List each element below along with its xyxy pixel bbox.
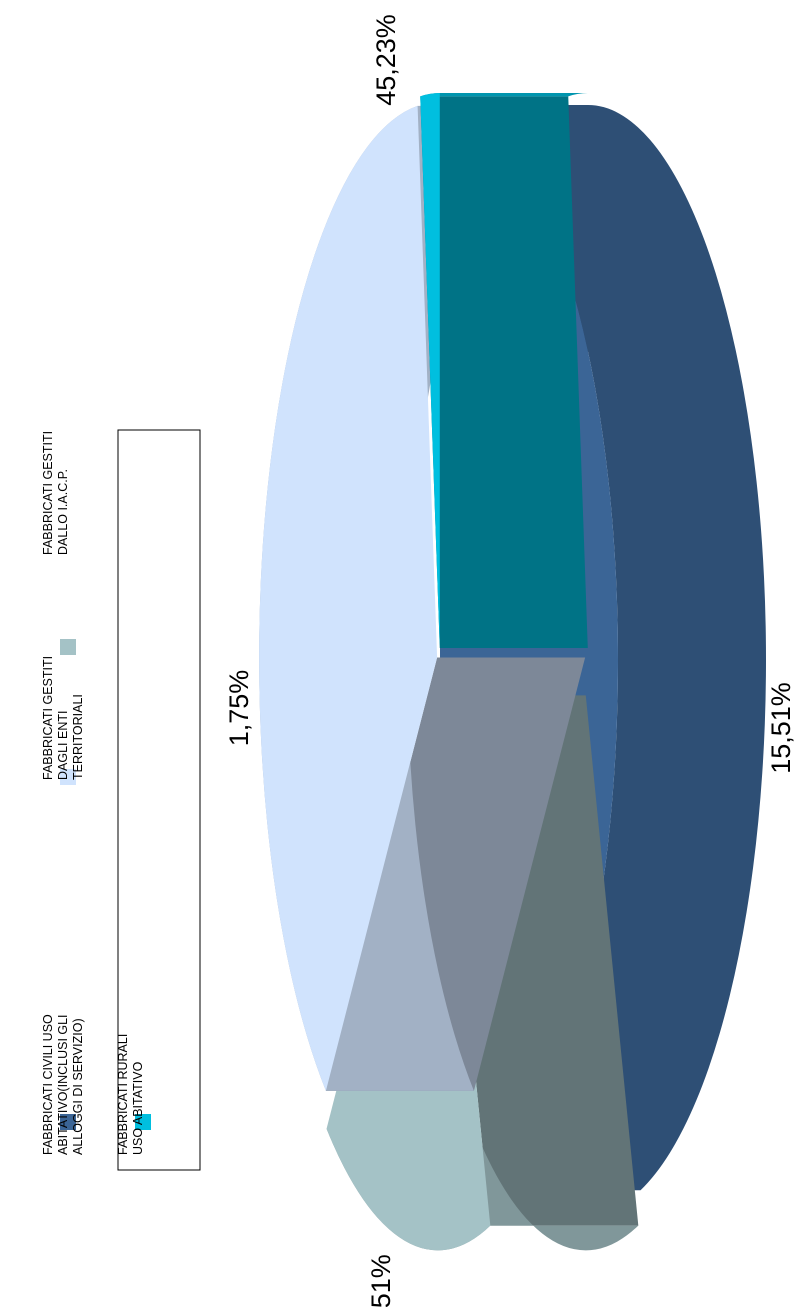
data-label-3: 37,51% [366,1254,396,1310]
legend-frame [117,429,201,1171]
pie-slice-wall-4 [420,96,588,649]
pie-slice-side-4 [420,93,588,97]
legend-label-3: FABBRICATI GESTITIDAGLI ENTITERRITORIALI [41,656,85,780]
legend-swatch-2 [60,639,76,655]
legend-label-2: FABBRICATI GESTITIDALLO I.A.C.P. [41,431,70,555]
pie-slice-side-1 [440,105,767,1191]
data-label-1: 45,23% [371,14,401,106]
data-label-2: 15,51% [766,682,796,774]
legend: FABBRICATI CIVILI USOABITATIVO(INCLUSI G… [41,429,201,1171]
legend-swatch-1 [60,1114,76,1130]
data-labels: 45,23% 15,51% 37,51% 1,75% [224,14,796,1310]
pie-slice-3 [259,105,438,1091]
pie-slice-4 [420,93,440,649]
pie-slices [259,93,767,1251]
legend-label-1: FABBRICATI CIVILI USOABITATIVO(INCLUSI G… [41,1014,85,1155]
legend-swatch-4 [135,1114,151,1130]
legend-swatch-3 [60,769,76,785]
data-label-4: 1,75% [224,670,254,747]
legend-label-4: FABBRICATI RURALIUSO ABITATIVO [116,1034,145,1155]
